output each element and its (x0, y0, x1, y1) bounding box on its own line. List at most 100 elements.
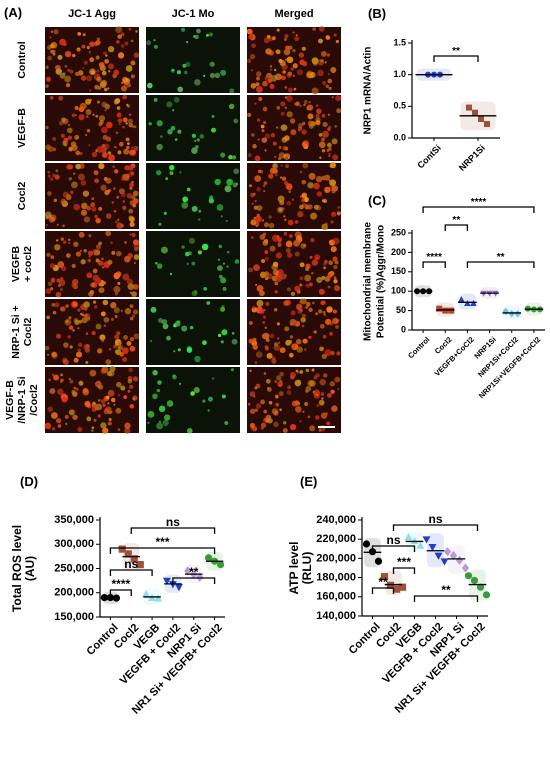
cell-speckle (83, 306, 88, 311)
cell-speckle (99, 334, 106, 341)
cell-speckle (302, 61, 308, 67)
significance-label: ns (124, 557, 138, 571)
cell-speckle (182, 196, 189, 203)
cell-speckle (62, 224, 65, 228)
cell-speckle (153, 39, 156, 42)
significance-bracket (422, 261, 446, 268)
cell-speckle (64, 64, 68, 68)
data-point (422, 536, 431, 544)
cell-speckle (289, 335, 294, 339)
cell-speckle (53, 374, 60, 381)
cell-speckle (217, 333, 222, 338)
cell-speckle (64, 75, 72, 83)
cell-speckle (122, 273, 130, 281)
cell-speckle (323, 313, 327, 317)
cell-speckle (307, 182, 314, 189)
cell-speckle (304, 274, 312, 282)
cell-speckle (94, 406, 99, 411)
cell-speckle (208, 198, 215, 204)
cell-speckle (316, 404, 320, 407)
cell-speckle (249, 422, 255, 428)
cell-speckle (129, 337, 134, 342)
data-point (470, 300, 477, 307)
y-tick-label: 140,000 (316, 610, 356, 622)
y-tick-label: 250,000 (54, 562, 94, 574)
cell-speckle (252, 305, 256, 309)
cell-speckle (95, 244, 101, 250)
data-point (362, 540, 371, 548)
cell-speckle (169, 272, 173, 276)
y-tick-label: 160,000 (316, 591, 356, 603)
cell-speckle (255, 82, 260, 87)
cell-speckle (265, 346, 269, 351)
cell-speckle (316, 276, 323, 284)
cell-speckle (93, 252, 97, 256)
cell-speckle (88, 51, 92, 54)
cell-speckle (108, 418, 112, 421)
cell-speckle (108, 70, 111, 73)
cell-speckle (209, 72, 216, 79)
cell-speckle (88, 144, 91, 147)
cell-speckle (172, 109, 175, 112)
cell-speckle (100, 422, 107, 429)
cell-speckle (67, 241, 71, 245)
cell-speckle (226, 178, 234, 186)
cell-speckle (271, 234, 279, 242)
cell-speckle (110, 241, 113, 245)
cell-speckle (248, 34, 254, 40)
cell-speckle (321, 175, 327, 181)
cell-speckle (115, 131, 119, 134)
cell-speckle (195, 145, 199, 149)
cell-speckle (305, 389, 309, 393)
cell-speckle (114, 314, 118, 318)
cell-speckle (203, 287, 207, 291)
cell-speckle (335, 95, 342, 102)
cell-speckle (46, 45, 52, 50)
cell-speckle (284, 218, 287, 221)
cell-speckle (252, 337, 257, 342)
data-point (470, 576, 479, 585)
cell-speckle (311, 87, 319, 95)
cell-speckle (54, 302, 60, 308)
cell-speckle (184, 70, 188, 75)
cell-speckle (331, 211, 337, 217)
cell-speckle (291, 400, 298, 407)
cell-speckle (194, 355, 201, 363)
cell-speckle (283, 37, 287, 41)
cell-speckle (112, 165, 116, 169)
cell-speckle (82, 190, 90, 197)
cell-speckle (331, 138, 338, 145)
cell-speckle (80, 180, 87, 186)
cell-speckle (84, 400, 91, 408)
cell-speckle (131, 146, 134, 149)
significance-bracket (422, 206, 535, 213)
cell-speckle (303, 103, 306, 107)
data-point (428, 544, 437, 552)
cell-speckle (262, 320, 266, 324)
cell-speckle (263, 181, 268, 185)
data-point (458, 296, 465, 303)
cell-speckle (129, 403, 135, 409)
cell-speckle (98, 260, 104, 266)
data-point (472, 109, 478, 116)
cell-speckle (122, 125, 125, 129)
data-point (476, 583, 485, 591)
cell-speckle (320, 323, 325, 329)
cell-speckle (310, 212, 318, 220)
cell-speckle (315, 312, 319, 316)
cell-speckle (211, 127, 217, 133)
cell-speckle (129, 316, 134, 321)
cell-speckle (300, 297, 307, 305)
cell-speckle (330, 351, 335, 356)
cell-speckle (97, 86, 102, 90)
cell-speckle (156, 388, 161, 393)
cell-speckle (91, 197, 95, 201)
cell-speckle (248, 321, 253, 325)
cell-speckle (279, 408, 282, 412)
cell-speckle (294, 379, 302, 387)
cell-speckle (181, 325, 188, 332)
data-point (124, 550, 132, 558)
micrograph (146, 163, 240, 229)
y-axis-label: ATP level (287, 542, 301, 595)
cell-speckle (115, 407, 122, 414)
